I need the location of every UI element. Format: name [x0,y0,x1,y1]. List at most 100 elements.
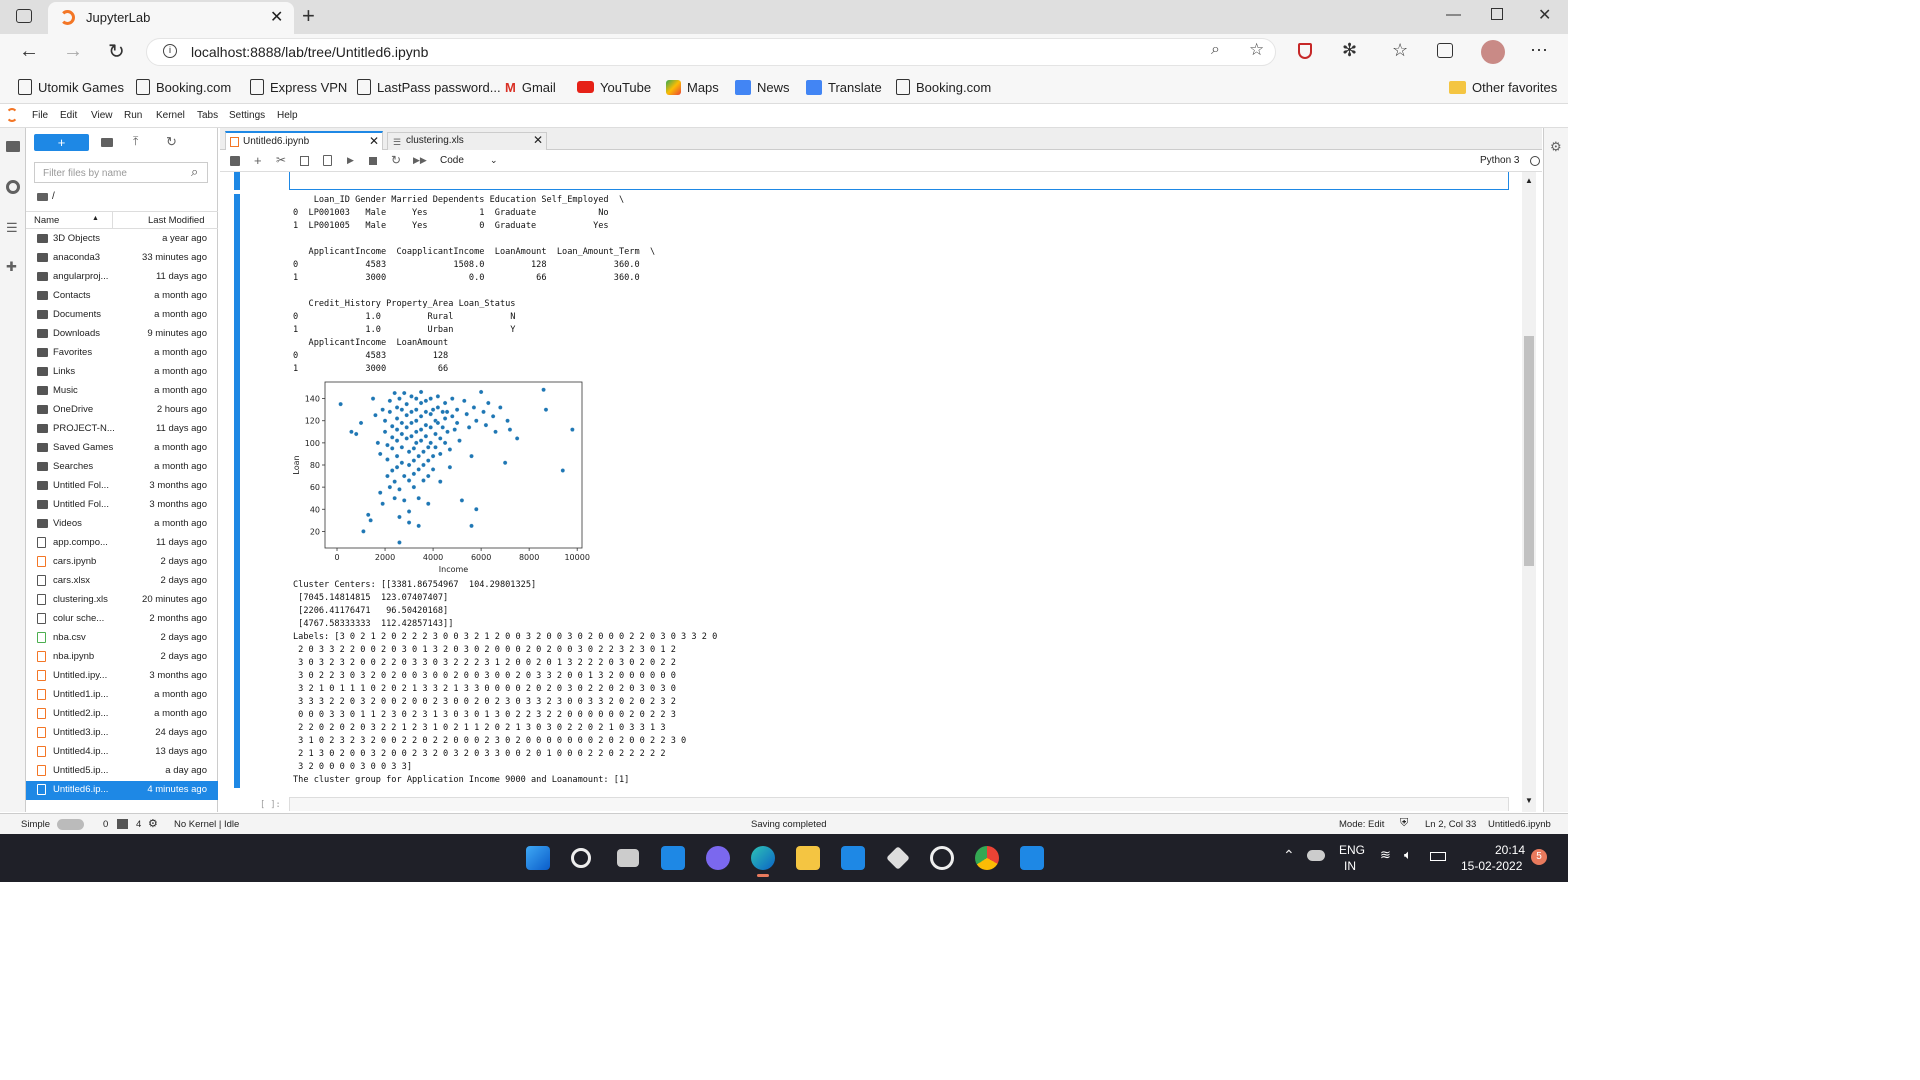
favorite-news[interactable]: News [735,78,790,96]
forward-icon[interactable]: → [63,40,83,62]
close-doc-tab-icon[interactable]: ✕ [533,133,544,147]
extension-shield-icon[interactable] [1298,43,1312,59]
file-row[interactable]: Untitled6.ip... 4 minutes ago [26,781,218,800]
empty-cell-input[interactable] [289,797,1509,811]
file-name[interactable]: Searches [53,461,94,472]
file-name[interactable]: Links [53,366,76,377]
file-row[interactable]: Contacts a month ago [26,287,218,306]
file-row[interactable]: clustering.xls 20 minutes ago [26,591,218,610]
file-name[interactable]: Documents [53,309,102,320]
restart-icon[interactable]: ↻ [391,153,402,167]
favorite-utomik[interactable]: Utomik Games [18,78,124,96]
back-icon[interactable]: ← [19,40,39,62]
url-text[interactable]: localhost:8888/lab/tree/Untitled6.ipynb [191,44,429,60]
file-name[interactable]: colur sche... [53,613,105,624]
teams-chat-icon[interactable] [706,846,730,870]
favorite-translate[interactable]: Translate [806,78,882,96]
kernel-name[interactable]: Python 3 [1480,155,1520,166]
insert-cell-icon[interactable]: + [254,153,262,168]
refresh-icon[interactable]: ↻ [108,41,125,63]
scroll-up-icon[interactable]: ▲ [1525,176,1533,185]
file-filter-input[interactable]: Filter files by name ⌕ [34,162,208,183]
mail-icon[interactable] [841,846,865,870]
file-name[interactable]: cars.ipynb [53,556,97,567]
file-row[interactable]: Videos a month ago [26,515,218,534]
col-modified[interactable]: Last Modified [148,215,205,226]
close-doc-tab-icon[interactable]: ✕ [369,134,380,148]
new-tab-icon[interactable]: + [302,3,315,28]
menu-kernel[interactable]: Kernel [156,110,185,121]
file-row[interactable]: nba.csv 2 days ago [26,629,218,648]
file-row[interactable]: Untitled2.ip... a month ago [26,705,218,724]
browser-tab[interactable]: JupyterLab ✕ [48,2,294,34]
file-name[interactable]: Untitled Fol... [53,499,109,510]
scroll-thumb[interactable] [1524,336,1534,566]
menu-view[interactable]: View [91,110,113,121]
file-name[interactable]: Untitled6.ip... [53,784,109,795]
file-row[interactable]: Untitled1.ip... a month ago [26,686,218,705]
wifi-icon[interactable]: ≋ [1380,847,1391,862]
file-name[interactable]: Untitled5.ip... [53,765,109,776]
onedrive-icon[interactable] [1307,850,1325,861]
file-explorer-icon[interactable] [796,846,820,870]
chevron-down-icon[interactable]: ⌄ [490,155,498,165]
address-bar[interactable]: i localhost:8888/lab/tree/Untitled6.ipyn… [146,38,1276,66]
upload-icon[interactable]: ⤒ [133,134,139,148]
chevron-up-icon[interactable]: ⌃ [1283,847,1295,863]
stop-icon[interactable] [369,157,377,165]
search-icon[interactable] [571,848,591,868]
file-row[interactable]: Untitled3.ip... 24 days ago [26,724,218,743]
file-name[interactable]: Videos [53,518,82,529]
file-row[interactable]: angularproj... 11 days ago [26,268,218,287]
restore-icon[interactable] [1491,8,1503,20]
file-row[interactable]: app.compo... 11 days ago [26,534,218,553]
paste-icon[interactable] [323,155,332,166]
file-row[interactable]: Untitled5.ip... a day ago [26,762,218,781]
code-input-box[interactable] [289,172,1509,190]
run-icon[interactable]: ▶ [347,155,354,165]
profile-avatar[interactable] [1481,40,1505,64]
file-browser-icon[interactable] [6,141,20,152]
notebook-scrollbar[interactable]: ▲ ▼ [1522,172,1536,812]
file-name[interactable]: Untitled4.ip... [53,746,109,757]
minimize-icon[interactable]: — [1446,6,1461,23]
file-row[interactable]: cars.xlsx 2 days ago [26,572,218,591]
favorite-youtube[interactable]: YouTube [577,78,651,96]
file-name[interactable]: nba.csv [53,632,86,643]
file-name[interactable]: Saved Games [53,442,114,453]
new-folder-icon[interactable] [101,138,113,147]
file-row[interactable]: colur sche... 2 months ago [26,610,218,629]
chrome-icon[interactable] [975,846,999,870]
notification-badge[interactable]: 5 [1531,849,1547,865]
favorite-lastpass[interactable]: LastPass password... [357,78,501,96]
menu-file[interactable]: File [32,110,49,121]
file-name[interactable]: Contacts [53,290,91,301]
file-row[interactable]: Untitled4.ip... 13 days ago [26,743,218,762]
file-row[interactable]: Favorites a month ago [26,344,218,363]
breadcrumb[interactable]: / [52,191,55,202]
file-row[interactable]: Music a month ago [26,382,218,401]
clock-time[interactable]: 20:14 [1495,843,1526,857]
file-name[interactable]: PROJECT-N... [53,423,115,434]
refresh-files-icon[interactable]: ↻ [166,134,177,149]
file-row[interactable]: 3D Objects a year ago [26,230,218,249]
running-icon[interactable] [6,180,20,194]
menu-help[interactable]: Help [277,110,298,121]
file-name[interactable]: Untitled3.ip... [53,727,109,738]
tab-actions-icon[interactable] [16,9,32,23]
info-icon[interactable]: i [163,44,177,58]
file-row[interactable]: nba.ipynb 2 days ago [26,648,218,667]
run-all-icon[interactable]: ▶▶ [413,155,427,165]
other-favorites[interactable]: Other favorites [1449,78,1557,96]
zoom-icon[interactable]: ⌕ [1211,41,1220,58]
copy-icon[interactable] [300,156,309,166]
favorite-booking-2[interactable]: Booking.com [896,78,991,96]
sort-up-icon[interactable]: ▲ [92,215,99,222]
cell-type-select[interactable]: Code [440,155,464,166]
kernel-status[interactable]: No Kernel | Idle [174,819,240,830]
favorites-icon[interactable]: ☆ [1392,40,1409,60]
file-name[interactable]: Favorites [53,347,93,358]
edge-icon[interactable] [751,846,775,870]
file-row[interactable]: Untitled Fol... 3 months ago [26,477,218,496]
file-name[interactable]: angularproj... [53,271,109,282]
